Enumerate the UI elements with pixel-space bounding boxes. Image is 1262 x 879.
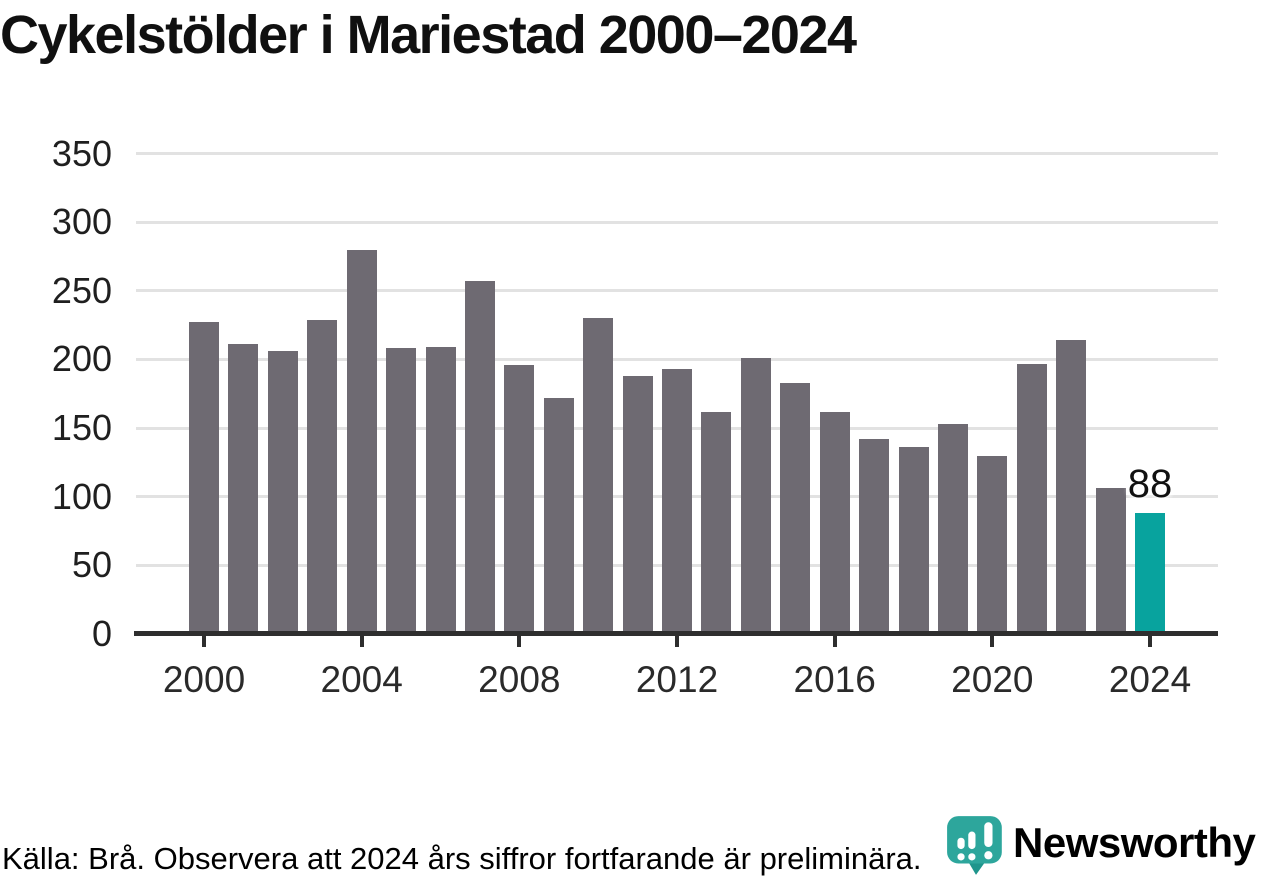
- x-axis-label: 2008: [478, 659, 561, 700]
- bar: [977, 455, 1008, 634]
- bar: [386, 348, 417, 634]
- x-axis-tick: [517, 636, 522, 647]
- bar: [740, 358, 771, 634]
- newsworthy-logo-icon: [947, 815, 1002, 875]
- bar: [228, 344, 259, 634]
- gridline: [136, 357, 1218, 361]
- newsworthy-logo: Newsworthy: [946, 812, 1256, 879]
- y-axis-label: 200: [51, 338, 112, 380]
- y-axis-label: 0: [91, 613, 112, 654]
- bar: [1056, 340, 1087, 634]
- bar: [662, 369, 692, 634]
- bar: [701, 411, 732, 634]
- bar: [937, 423, 968, 634]
- bar: [819, 411, 850, 634]
- bar: [504, 364, 535, 634]
- bar: [859, 439, 890, 634]
- y-axis-label: 50: [71, 544, 112, 586]
- value-label: 88: [1127, 462, 1173, 507]
- x-axis-line: [134, 631, 1218, 636]
- x-axis-tick: [202, 636, 206, 647]
- bar: [464, 281, 495, 634]
- x-axis-label: 2016: [793, 659, 876, 700]
- bar: [425, 347, 456, 634]
- y-axis-label: 250: [51, 269, 112, 311]
- bar: [1095, 488, 1126, 634]
- bar-chart: 0 50 100 150 200 250 300 350 2000 2004 2008 2012 201…: [51, 132, 1218, 700]
- x-axis-label: 2020: [951, 659, 1034, 700]
- bar: [898, 447, 929, 634]
- x-axis-label: 2024: [1108, 659, 1192, 700]
- y-axis-label: 300: [51, 201, 112, 243]
- bar: [267, 351, 298, 634]
- bar: [346, 249, 377, 634]
- x-axis-label: 2004: [320, 659, 403, 700]
- bar: [189, 322, 219, 634]
- y-axis-label: 150: [51, 407, 112, 449]
- x-axis-tick: [990, 636, 995, 647]
- chart-title: Cykelstölder i Mariestad 2000–2024: [0, 5, 857, 65]
- x-axis-tick: [359, 636, 364, 647]
- bar: [307, 319, 338, 634]
- newsworthy-logo-text: Newsworthy: [1013, 818, 1256, 866]
- x-axis-label: 2012: [635, 659, 719, 700]
- gridline: [136, 152, 1218, 155]
- bar: [780, 382, 811, 634]
- x-axis-tick: [832, 636, 837, 647]
- gridline: [136, 289, 1218, 293]
- bar: [1016, 363, 1047, 634]
- y-axis-label: 350: [51, 132, 112, 174]
- x-axis-tick: [675, 636, 679, 647]
- source-note: Källa: Brå. Observera att 2024 års siffr…: [2, 841, 922, 876]
- bar: [543, 397, 574, 634]
- y-axis-label: 100: [51, 475, 112, 517]
- x-axis-label: 2000: [162, 659, 246, 700]
- bar: [622, 375, 653, 634]
- x-axis-tick: [1148, 636, 1152, 647]
- gridline: [136, 220, 1218, 224]
- bar: [583, 318, 614, 634]
- bar-highlighted: [1135, 513, 1165, 634]
